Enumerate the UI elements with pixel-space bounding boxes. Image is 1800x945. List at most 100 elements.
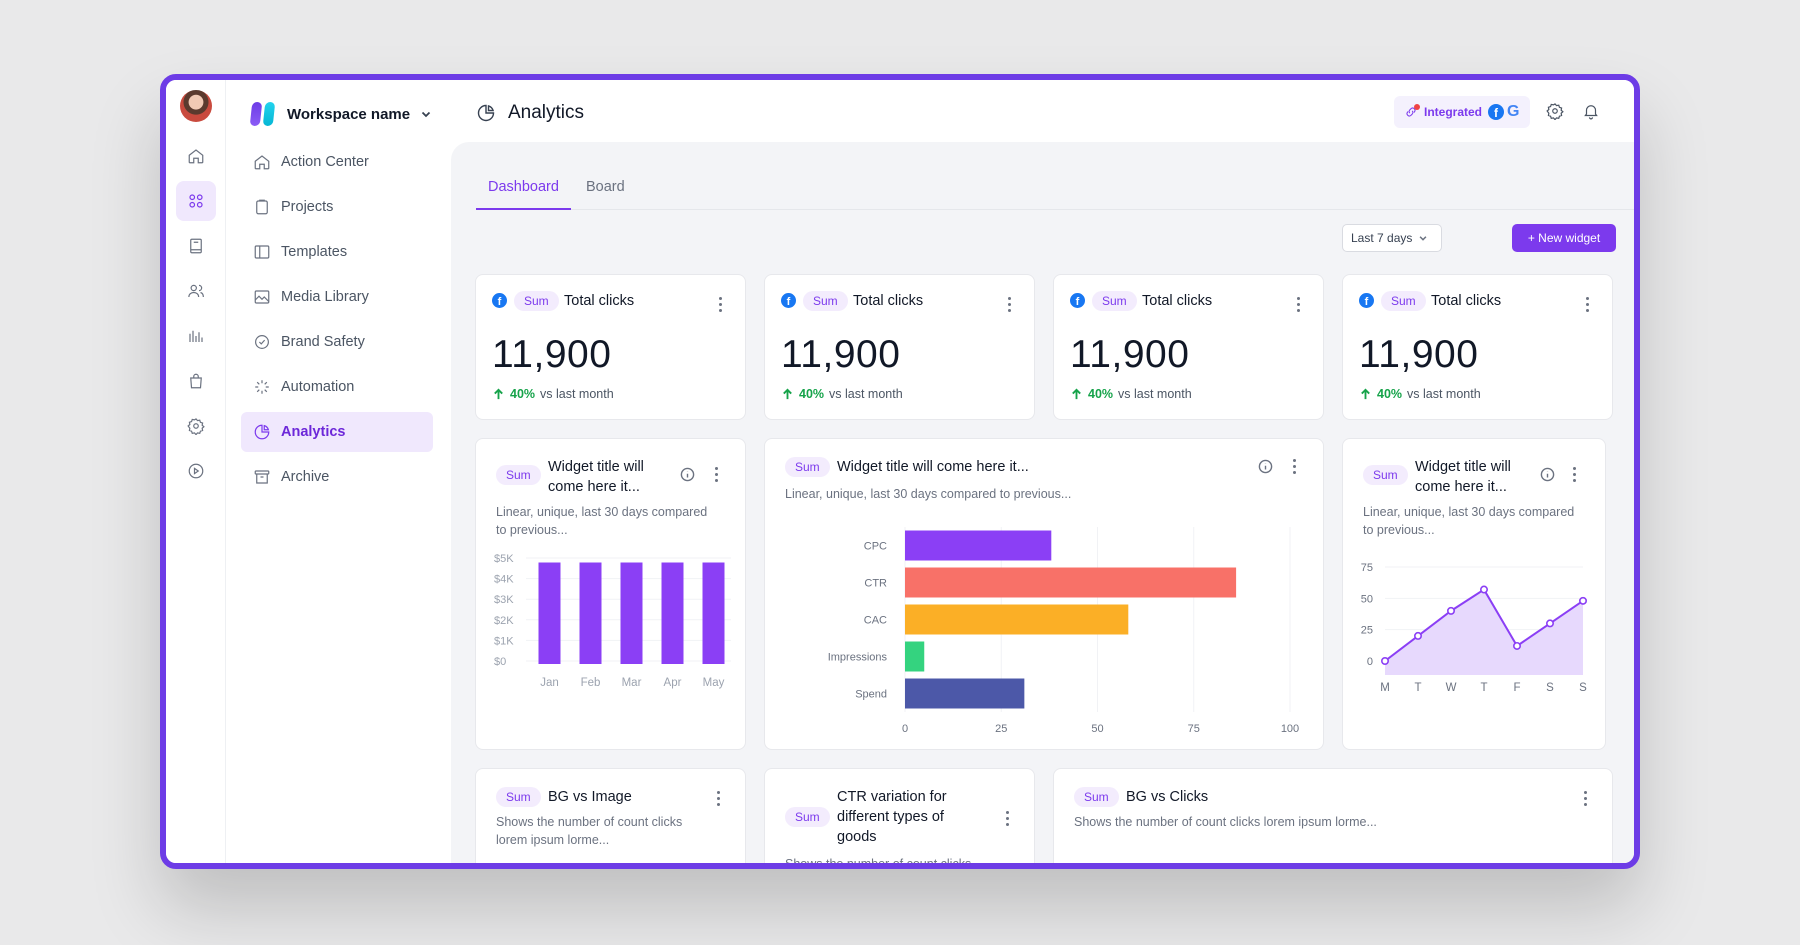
more-options-icon[interactable] bbox=[717, 791, 721, 807]
avatar[interactable] bbox=[180, 90, 212, 122]
rail-book-button[interactable] bbox=[176, 226, 216, 266]
widget-description: Shows the number of count clicks bbox=[785, 857, 972, 869]
rail-apps-button[interactable] bbox=[176, 181, 216, 221]
x-tick-label: Mar bbox=[622, 677, 642, 689]
bar bbox=[905, 641, 925, 672]
y-tick-label: 25 bbox=[1361, 625, 1373, 637]
workspace-switcher[interactable]: Workspace name bbox=[249, 102, 432, 126]
card-title: Total clicks bbox=[564, 293, 635, 309]
tab-bar: Dashboard Board bbox=[476, 172, 1634, 210]
nav-item-label: Templates bbox=[281, 244, 348, 260]
widget-description: Shows the number of count clicks bbox=[496, 815, 683, 829]
more-options-icon[interactable] bbox=[1586, 297, 1590, 313]
home-icon bbox=[254, 155, 270, 170]
widget-title-line: come here it... bbox=[1415, 479, 1507, 495]
rail-settings-button[interactable] bbox=[176, 406, 216, 446]
more-options-icon[interactable] bbox=[715, 467, 719, 483]
integrations-button[interactable]: Integrated f G bbox=[1394, 96, 1530, 128]
tab-board[interactable]: Board bbox=[586, 179, 625, 195]
bar-chart-icon bbox=[189, 330, 203, 342]
y-tick-label: $1K bbox=[494, 635, 514, 647]
top-bar: Analytics Integrated f G bbox=[451, 80, 1634, 142]
delta-text: vs last month bbox=[1407, 387, 1481, 401]
nav-item-templates[interactable]: Templates bbox=[241, 232, 433, 272]
y-tick-label: CTR bbox=[864, 578, 887, 590]
more-options-icon[interactable] bbox=[1006, 811, 1010, 827]
rail-stats-button[interactable] bbox=[176, 316, 216, 356]
widget-title-line: goods bbox=[837, 829, 877, 845]
y-tick-label: $5K bbox=[494, 553, 514, 565]
bar bbox=[905, 604, 1129, 635]
gear-icon bbox=[187, 418, 205, 435]
more-options-icon[interactable] bbox=[1584, 791, 1588, 807]
info-icon[interactable] bbox=[680, 467, 695, 482]
chevron-down-icon bbox=[421, 111, 431, 118]
stat-delta: 40% vs last month bbox=[1070, 387, 1192, 401]
arrow-up-icon bbox=[1361, 388, 1370, 399]
archive-icon bbox=[254, 470, 270, 484]
rail-home-button[interactable] bbox=[176, 136, 216, 176]
sum-pill: Sum bbox=[1074, 787, 1119, 807]
clipboard-icon bbox=[256, 199, 268, 215]
data-point bbox=[1480, 585, 1489, 594]
new-widget-button[interactable]: + New widget bbox=[1512, 224, 1616, 252]
rail-users-button[interactable] bbox=[176, 271, 216, 311]
nav-item-automation[interactable]: Automation bbox=[241, 367, 433, 407]
layout-icon bbox=[254, 245, 270, 259]
widget-title: BG vs Image bbox=[548, 789, 632, 805]
app-window: Workspace name Action Center Projects Te… bbox=[160, 74, 1640, 869]
bell-icon[interactable] bbox=[1582, 102, 1600, 120]
more-options-icon[interactable] bbox=[719, 297, 723, 313]
notification-dot bbox=[1414, 104, 1420, 110]
more-options-icon[interactable] bbox=[1297, 297, 1301, 313]
rail-shop-button[interactable] bbox=[176, 361, 216, 401]
facebook-icon: f bbox=[492, 293, 507, 308]
x-tick-label: S bbox=[1579, 682, 1587, 694]
link-icon bbox=[1406, 107, 1416, 117]
x-tick-label: 75 bbox=[1188, 723, 1200, 735]
widget-title-line: Widget title will bbox=[1415, 459, 1511, 475]
card-title: Total clicks bbox=[1142, 293, 1213, 309]
more-options-icon[interactable] bbox=[1008, 297, 1012, 313]
widget-title-line: CTR variation for bbox=[837, 789, 947, 805]
nav-item-media-library[interactable]: Media Library bbox=[241, 277, 433, 317]
widget-bg-vs-image: Sum BG vs Image Shows the number of coun… bbox=[475, 768, 746, 863]
workspace-name: Workspace name bbox=[287, 105, 411, 123]
x-tick-label: W bbox=[1446, 682, 1457, 694]
nav-item-action-center[interactable]: Action Center bbox=[241, 142, 433, 182]
x-tick-label: S bbox=[1546, 682, 1554, 694]
y-tick-label: $3K bbox=[494, 594, 514, 606]
x-tick-label: M bbox=[1380, 682, 1390, 694]
nav-item-brand-safety[interactable]: Brand Safety bbox=[241, 322, 433, 362]
more-options-icon[interactable] bbox=[1573, 467, 1577, 483]
delta-text: vs last month bbox=[540, 387, 614, 401]
bar bbox=[905, 567, 1237, 598]
y-tick-label: 50 bbox=[1361, 593, 1373, 605]
nav-item-analytics[interactable]: Analytics bbox=[241, 412, 433, 452]
book-icon bbox=[190, 238, 202, 254]
delta-percent: 40% bbox=[799, 387, 825, 401]
nav-item-projects[interactable]: Projects bbox=[241, 187, 433, 227]
page-title-text: Analytics bbox=[508, 102, 585, 123]
loader-icon bbox=[255, 380, 269, 394]
info-icon[interactable] bbox=[1540, 467, 1555, 482]
nav-item-label: Brand Safety bbox=[281, 334, 365, 350]
info-icon[interactable] bbox=[1258, 459, 1273, 474]
tab-dashboard[interactable]: Dashboard bbox=[476, 172, 571, 210]
gear-icon[interactable] bbox=[1546, 102, 1564, 120]
more-options-icon[interactable] bbox=[1293, 459, 1297, 475]
sum-pill: Sum bbox=[1363, 465, 1408, 485]
bar bbox=[538, 562, 561, 664]
stat-delta: 40% vs last month bbox=[492, 387, 614, 401]
workspace-logo bbox=[249, 102, 277, 126]
delta-percent: 40% bbox=[1088, 387, 1114, 401]
nav-item-label: Automation bbox=[281, 379, 355, 395]
x-tick-label: Feb bbox=[581, 677, 601, 689]
widget-ctr-variation: Sum CTR variation for different types of… bbox=[764, 768, 1035, 869]
date-range-select[interactable]: Last 7 days bbox=[1342, 224, 1442, 252]
rail-play-button[interactable] bbox=[176, 451, 216, 491]
card-title: Total clicks bbox=[1431, 293, 1502, 309]
google-icon: G bbox=[1507, 103, 1520, 120]
bar bbox=[702, 562, 725, 664]
nav-item-archive[interactable]: Archive bbox=[241, 457, 433, 497]
